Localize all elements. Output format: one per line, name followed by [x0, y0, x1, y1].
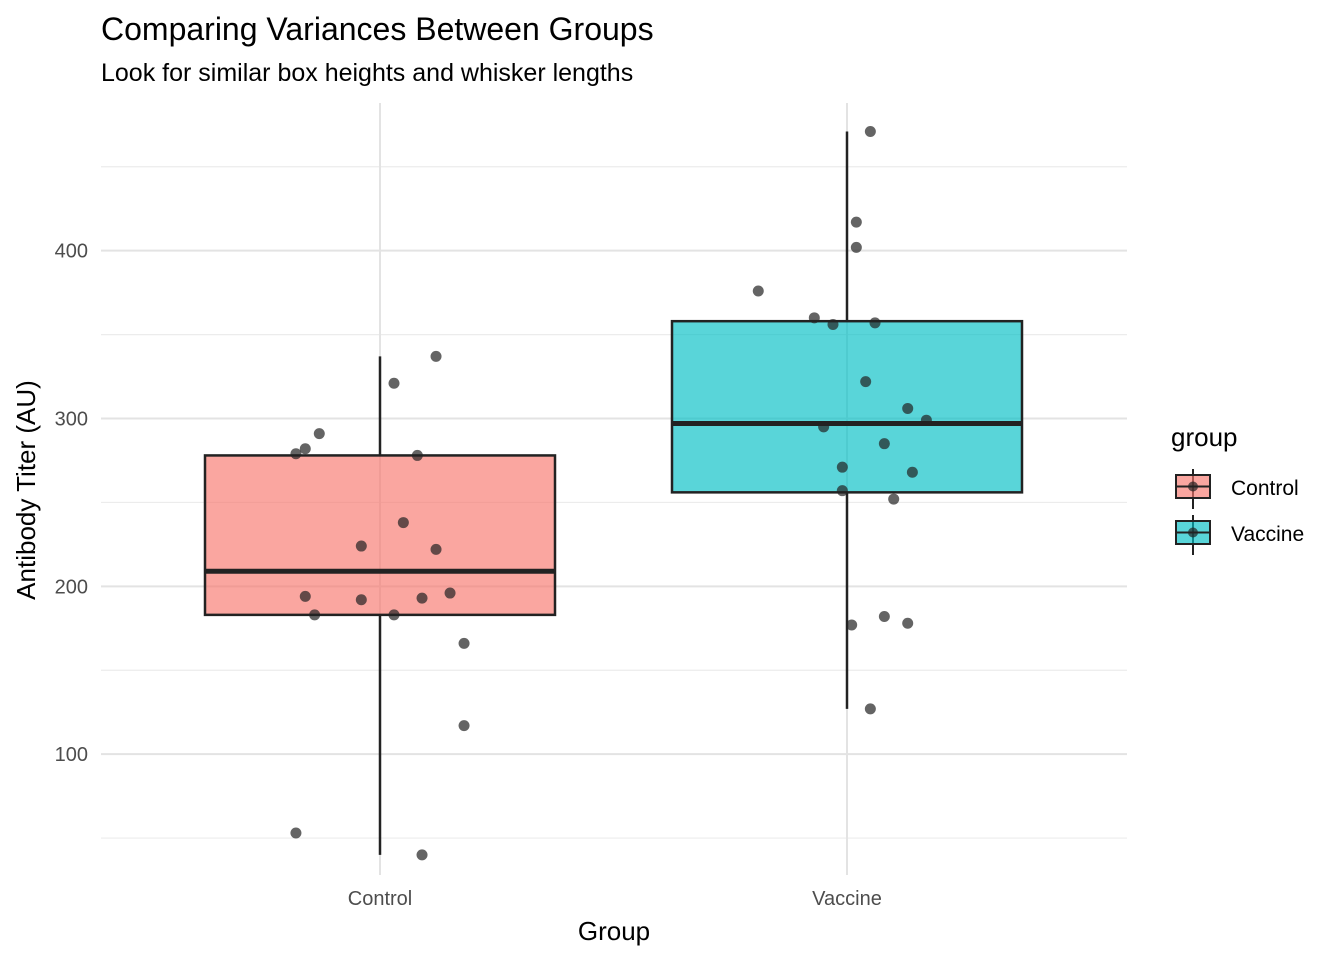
legend-title: group	[1171, 422, 1238, 452]
data-point	[388, 377, 400, 389]
data-point	[752, 285, 764, 297]
y-tick-label: 200	[55, 576, 88, 598]
data-point	[906, 466, 918, 478]
y-axis-title: Antibody Titer (AU)	[11, 380, 41, 600]
chart-title: Comparing Variances Between Groups	[101, 11, 654, 47]
data-point	[850, 216, 862, 228]
data-point	[309, 609, 321, 621]
x-axis-title: Group	[578, 916, 650, 946]
box-layer	[203, 131, 1024, 855]
data-point	[850, 241, 862, 253]
x-tick-label: Control	[348, 888, 412, 910]
data-point	[869, 317, 881, 329]
data-point	[416, 849, 428, 861]
data-point	[808, 312, 820, 324]
data-point	[355, 594, 367, 606]
legend-label: Control	[1231, 477, 1299, 500]
box-iqr	[203, 454, 557, 617]
data-point	[878, 438, 890, 450]
data-point	[411, 449, 423, 461]
axis-layer: 100 200 300 400 Control Vaccine	[55, 241, 882, 910]
data-point	[836, 485, 848, 497]
data-point	[902, 402, 914, 414]
data-point	[846, 619, 858, 631]
data-point	[836, 461, 848, 473]
data-point	[430, 543, 442, 555]
y-tick-label: 100	[55, 744, 88, 766]
data-point	[290, 448, 302, 460]
data-point	[458, 720, 470, 732]
data-point	[430, 350, 442, 362]
data-point	[355, 540, 367, 552]
data-point	[864, 703, 876, 715]
data-point	[397, 517, 409, 529]
legend-label: Vaccine	[1231, 523, 1304, 546]
data-point	[888, 493, 900, 505]
legend: group Control Vaccine	[1171, 422, 1304, 555]
data-point	[299, 443, 311, 455]
point-layer	[290, 126, 932, 861]
data-point	[902, 617, 914, 629]
legend-item-control: Control	[1175, 469, 1299, 509]
chart-subtitle: Look for similar box heights and whisker…	[101, 59, 634, 87]
legend-item-vaccine: Vaccine	[1175, 515, 1304, 555]
data-point	[313, 428, 325, 440]
y-tick-label: 400	[55, 241, 88, 263]
data-point	[416, 592, 428, 604]
data-point	[299, 590, 311, 602]
data-point	[444, 587, 456, 599]
y-tick-label: 300	[55, 409, 88, 431]
data-point	[920, 414, 932, 426]
data-point	[860, 376, 872, 388]
data-point	[458, 637, 470, 649]
legend-key-point	[1188, 527, 1198, 538]
data-point	[878, 611, 890, 623]
data-point	[290, 827, 302, 839]
legend-key-point	[1188, 481, 1198, 492]
data-point	[388, 609, 400, 621]
data-point	[827, 319, 839, 331]
data-point	[864, 126, 876, 138]
x-tick-label: Vaccine	[812, 888, 882, 910]
box-control	[203, 356, 557, 855]
data-point	[818, 421, 830, 433]
